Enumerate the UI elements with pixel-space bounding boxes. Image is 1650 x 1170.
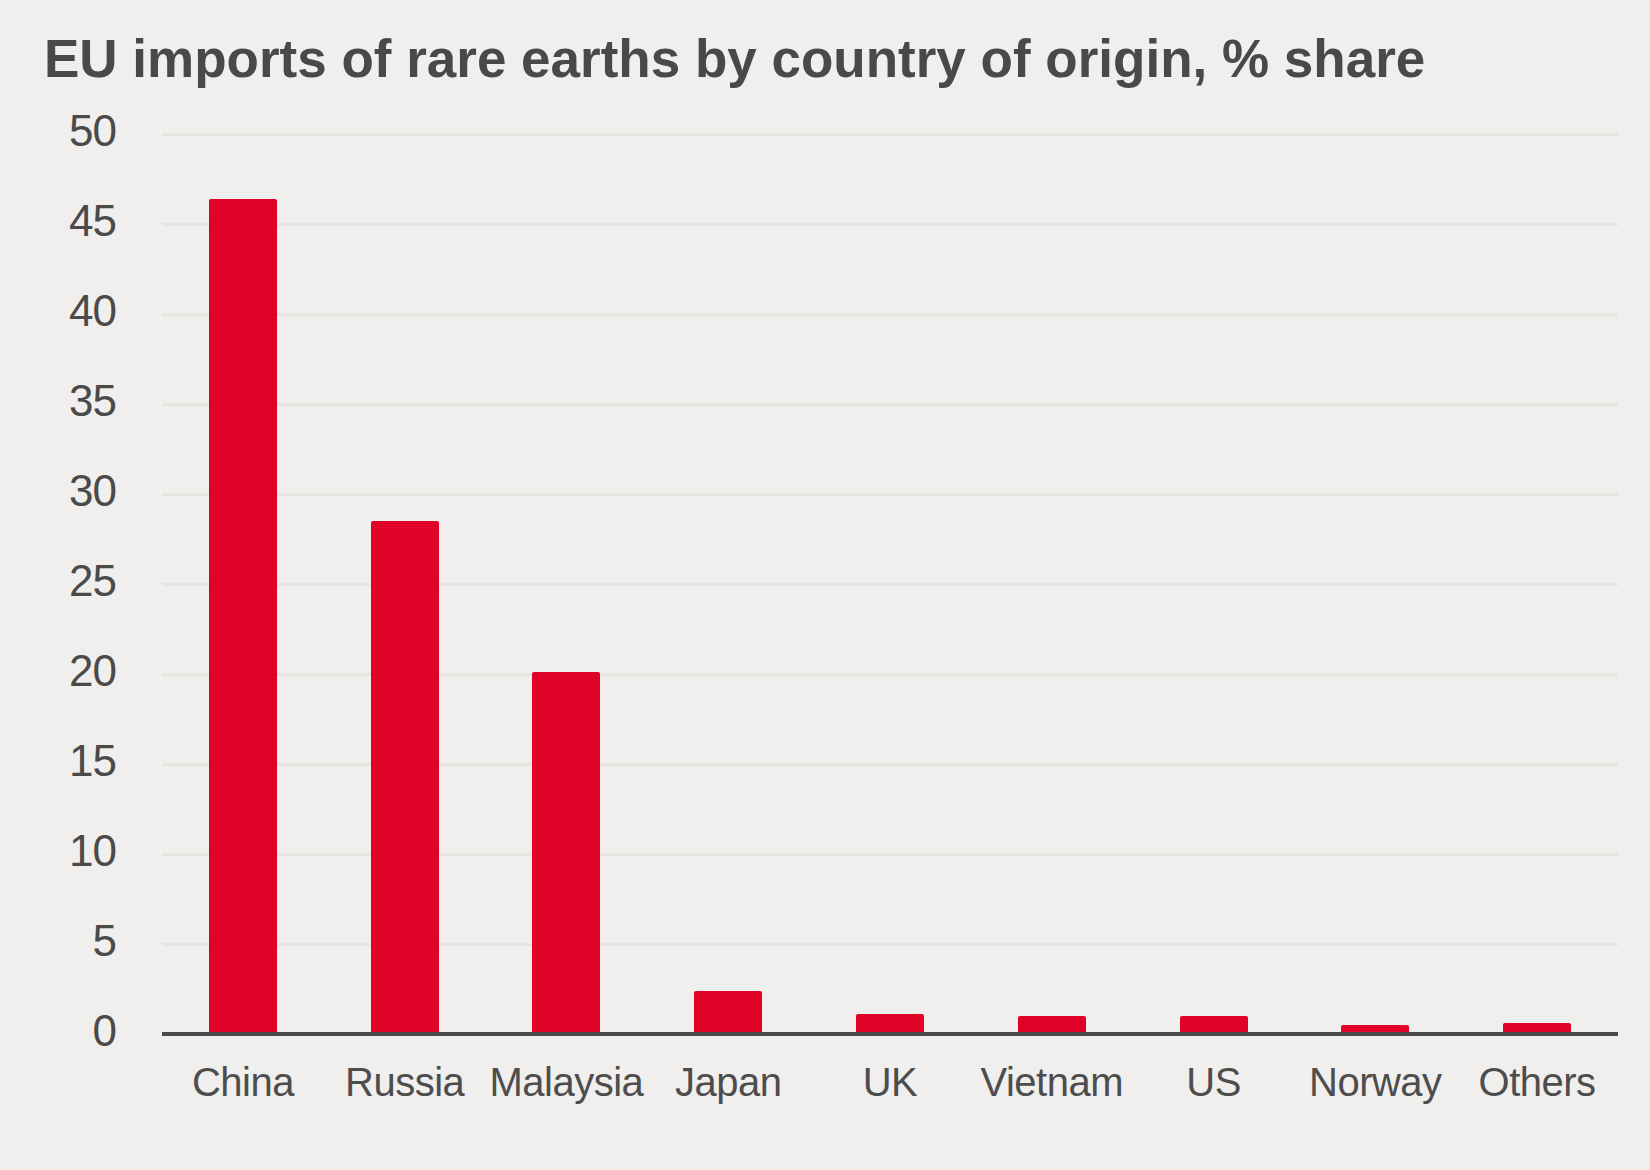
y-tick-label: 45 xyxy=(16,199,116,243)
y-tick-label: 0 xyxy=(16,1009,116,1053)
bar-others xyxy=(1503,1023,1571,1032)
bar-china xyxy=(209,199,277,1032)
bar-vietnam xyxy=(1018,1016,1086,1032)
x-axis-line xyxy=(162,1032,1618,1036)
x-tick-label: China xyxy=(162,1062,324,1102)
bar-japan xyxy=(694,991,762,1032)
x-tick-label: Japan xyxy=(647,1062,809,1102)
y-tick-label: 15 xyxy=(16,739,116,783)
bar-russia xyxy=(371,521,439,1032)
x-tick-label: Others xyxy=(1456,1062,1618,1102)
y-tick-label: 10 xyxy=(16,829,116,873)
bar-malaysia xyxy=(532,672,600,1032)
y-tick-label: 40 xyxy=(16,289,116,333)
y-tick-label: 25 xyxy=(16,559,116,603)
y-tick-label: 5 xyxy=(16,919,116,963)
x-tick-label: US xyxy=(1133,1062,1295,1102)
x-tick-label: UK xyxy=(809,1062,971,1102)
gridline xyxy=(162,313,1618,316)
y-tick-label: 30 xyxy=(16,469,116,513)
x-tick-label: Norway xyxy=(1294,1062,1456,1102)
y-tick-label: 50 xyxy=(16,109,116,153)
chart-page: EU imports of rare earths by country of … xyxy=(0,0,1650,1170)
x-tick-label: Russia xyxy=(324,1062,486,1102)
y-tick-label: 20 xyxy=(16,649,116,693)
gridline xyxy=(162,493,1618,496)
bar-us xyxy=(1180,1016,1248,1032)
x-tick-label: Malaysia xyxy=(486,1062,648,1102)
gridline xyxy=(162,403,1618,406)
x-tick-label: Vietnam xyxy=(971,1062,1133,1102)
bar-uk xyxy=(856,1014,924,1032)
chart-title: EU imports of rare earths by country of … xyxy=(44,28,1425,89)
bar-norway xyxy=(1341,1025,1409,1032)
gridline xyxy=(162,133,1618,136)
y-tick-label: 35 xyxy=(16,379,116,423)
gridline xyxy=(162,223,1618,226)
